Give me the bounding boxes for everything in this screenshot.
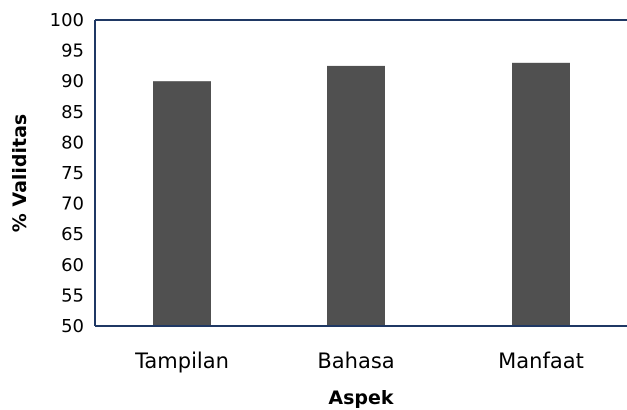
y-tick-label-65: 65	[61, 224, 84, 245]
x-tick-label-bahasa: Bahasa	[317, 349, 394, 373]
y-tick-label-55: 55	[61, 285, 84, 306]
bar-manfaat	[512, 62, 570, 327]
y-tick-label-80: 80	[61, 132, 84, 153]
x-tick-label-manfaat: Manfaat	[498, 349, 584, 373]
y-tick-label-100: 100	[50, 10, 84, 31]
y-axis-title: % Validitas	[9, 114, 31, 233]
y-tick-label-85: 85	[61, 102, 84, 123]
bar-tampilan	[153, 81, 211, 326]
y-tick-label-60: 60	[61, 255, 84, 276]
bar-bahasa	[327, 65, 385, 327]
y-tick-label-50: 50	[61, 316, 84, 337]
y-tick-label-95: 95	[61, 41, 84, 62]
y-tick-labels: 50 55 60 65 70 75 80 85 90 95 100	[50, 10, 84, 337]
x-tick-label-tampilan: Tampilan	[134, 349, 229, 373]
x-tick-labels: Tampilan Bahasa Manfaat	[134, 349, 584, 373]
y-tick-label-70: 70	[61, 194, 84, 215]
axes-group	[94, 19, 627, 327]
y-tick-label-90: 90	[61, 71, 84, 92]
x-axis-title: Aspek	[328, 387, 394, 409]
y-tick-label-75: 75	[61, 163, 84, 184]
bars-group	[153, 62, 570, 327]
